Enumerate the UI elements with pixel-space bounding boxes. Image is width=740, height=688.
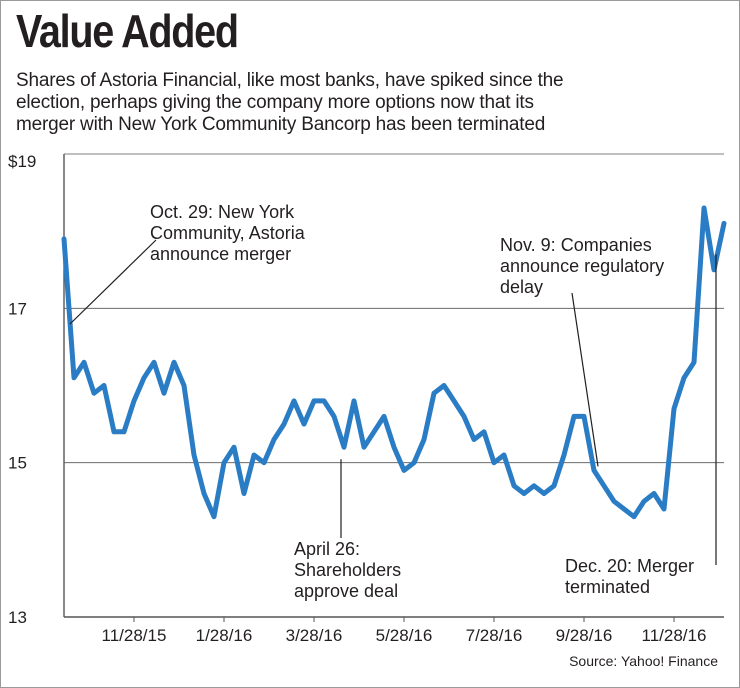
annotation-line: announce merger xyxy=(150,244,291,264)
y-tick-label: 15 xyxy=(8,454,27,473)
subtitle-line-1: Shares of Astoria Financial, like most b… xyxy=(16,70,564,91)
annotation-line: Nov. 9: Companies xyxy=(500,235,652,255)
x-tick-label: 11/28/15 xyxy=(102,626,167,645)
annotation-line: delay xyxy=(500,277,543,297)
x-tick-label: 3/28/16 xyxy=(286,626,343,645)
annotation-label: Dec. 20: Merger terminated xyxy=(565,556,694,597)
annotation-label: Nov. 9: Companies announce regulatory dela… xyxy=(500,235,664,297)
annotation-leader xyxy=(571,292,599,467)
annotation-line: April 26: xyxy=(294,539,360,559)
x-tick-label: 11/28/16 xyxy=(642,626,707,645)
chart-title: Value Added xyxy=(16,5,239,57)
x-tick-label: 1/28/16 xyxy=(196,626,253,645)
source-note: Source: Yahoo! Finance xyxy=(569,653,718,669)
annotation-label: April 26: Shareholders approve deal xyxy=(294,539,401,601)
annotation-line: terminated xyxy=(565,577,650,597)
y-tick-label: 17 xyxy=(8,299,27,318)
annotation-line: Community, Astoria xyxy=(150,223,306,243)
annotation-leader xyxy=(69,239,157,325)
price-series-line xyxy=(61,205,727,520)
annotation-line: Oct. 29: New York xyxy=(150,202,295,222)
y-tick-label: $19 xyxy=(8,152,36,171)
subtitle-line-3: merger with New York Community Bancorp h… xyxy=(16,114,546,135)
annotation-line: Shareholders xyxy=(294,560,401,580)
annotation-line: approve deal xyxy=(294,581,398,601)
y-tick-label: 13 xyxy=(8,608,27,627)
x-tick-label: 9/28/16 xyxy=(556,626,613,645)
x-tick-label: 7/28/16 xyxy=(466,626,523,645)
chart-subtitle: Shares of Astoria Financial, like most b… xyxy=(16,70,736,136)
annotation-line: Dec. 20: Merger xyxy=(565,556,694,576)
x-tick-label: 5/28/16 xyxy=(376,626,433,645)
annotation-line: announce regulatory xyxy=(500,256,664,276)
annotation-label: Oct. 29: New York Community, Astoria annou… xyxy=(150,202,306,264)
subtitle-line-2: election, perhaps giving the company mor… xyxy=(16,92,534,113)
